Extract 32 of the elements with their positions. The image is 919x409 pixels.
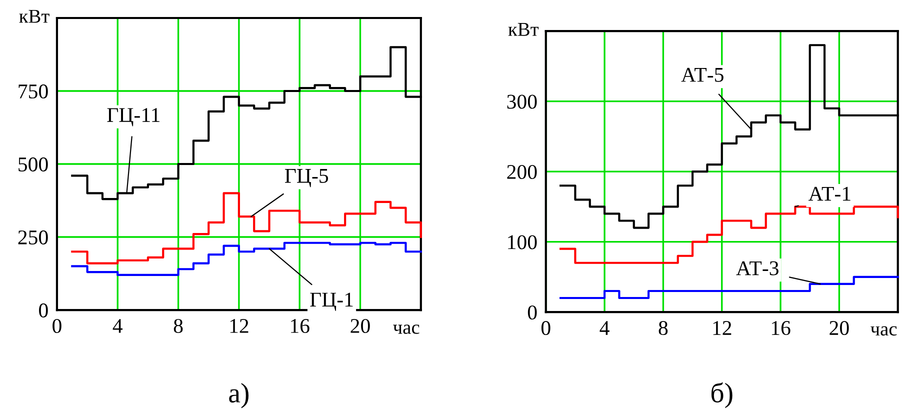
x-axis-title: час [870,326,897,336]
x-tick-label: 8 [174,318,183,334]
y-tick-label: 0 [528,305,537,320]
text: а) [229,383,249,408]
x-tick-label: 20 [350,318,370,334]
x-tick-label: 0 [52,318,62,334]
x-tick-label: 16 [772,321,790,336]
y-axis-title: кВт [19,10,50,23]
annotation: АТ-3 [736,261,778,276]
y-tick-label: 500 [18,157,48,172]
x-tick-label: 20 [830,321,849,336]
x-tick-label: 0 [541,321,550,336]
y-tick-label: 0 [39,303,48,318]
y-tick-label: 100 [508,235,537,250]
x-tick-label: 16 [291,319,310,334]
y-tick-label: 250 [18,230,48,244]
y-tick-label: 200 [507,164,537,180]
x-tick-label: 4 [112,319,123,333]
x-tick-label: 4 [600,321,610,335]
y-tick-label: 750 [18,84,48,98]
x-axis-title: час [393,324,420,334]
annotation: ГЦ-5 [285,169,328,188]
x-tick-label: 12 [230,319,248,333]
x-tick-label: 8 [658,321,668,336]
y-tick-label: 300 [507,94,537,109]
annotation: АТ-5 [681,68,724,82]
annotation: ГЦ-11 [107,108,160,126]
annotation: ГЦ-1 [310,292,353,311]
text: б) [711,382,732,408]
x-tick-label: 12 [713,321,732,335]
y-axis-title: кВт [508,23,539,36]
annotation: АТ-1 [808,186,850,201]
